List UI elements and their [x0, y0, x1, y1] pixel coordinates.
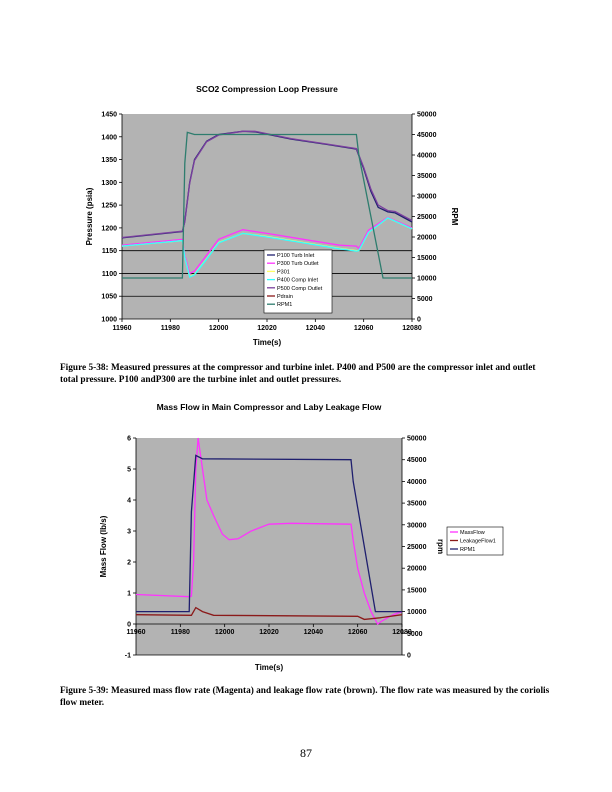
series-p300-turb-outlet	[121, 216, 413, 275]
y-axis-label: Mass Flow (lb/s)	[99, 515, 108, 577]
legend-label: Pdrain	[277, 294, 293, 300]
y-tick-label: 5	[127, 467, 131, 474]
legend-label: RPM1	[277, 302, 292, 308]
y-tick-label: -1	[125, 653, 131, 660]
y-tick-label: 1350	[101, 157, 117, 164]
y-tick-label: 1150	[102, 248, 117, 255]
y2-tick-label: 50000	[407, 436, 427, 443]
y2-tick-label: 15000	[417, 255, 437, 262]
y-tick-label: 1250	[101, 203, 117, 210]
y2-tick-label: 0	[417, 317, 421, 324]
x-tick-label: 12000	[209, 325, 229, 332]
legend-label: LeakageFlow1	[460, 539, 496, 545]
x-tick-label: 12000	[215, 629, 235, 636]
legend-label: P300 Turb Outlet	[277, 261, 319, 267]
y2-tick-label: 10000	[407, 609, 427, 616]
page-number: 87	[300, 746, 312, 760]
y-tick-label: 1300	[101, 180, 117, 187]
plot-area	[136, 438, 402, 655]
x-tick-label: 12080	[402, 325, 422, 332]
legend-label: P400 Comp Inlet	[277, 278, 318, 284]
chart-2: -1 0 1 2 3 4 5 6 0 5000 10000 15000 20000 25000 30000 3…	[99, 402, 504, 672]
y2-tick-label: 15000	[407, 587, 427, 594]
x-tick-label: 12040	[306, 325, 326, 332]
y-tick-label: 1000	[101, 317, 117, 324]
y2-tick-label: 30000	[407, 522, 427, 529]
x-tick-label: 11960	[112, 325, 131, 332]
legend-label: P500 Comp Outlet	[277, 286, 323, 292]
x-tick-label: 12040	[304, 629, 324, 636]
x-tick-label: 12020	[259, 629, 279, 636]
legend-label: RPM1	[460, 547, 475, 553]
x-tick-label: 12080	[392, 629, 412, 636]
y-tick-label: 3	[127, 529, 131, 536]
legend	[263, 249, 333, 314]
y-tick-label: 1	[127, 591, 131, 598]
y2-tick-label: 50000	[417, 112, 437, 119]
x-tick-label: 12020	[257, 325, 277, 332]
y2-tick-label: 20000	[407, 566, 427, 573]
y2-tick-label: 5000	[417, 296, 433, 303]
y2-axis-label: rpm	[436, 539, 445, 554]
x-tick-label: 12060	[348, 629, 368, 636]
legend-label: P301	[277, 269, 290, 275]
chart-1: 1000 1050 1100 1150 1200 1250 1300 1350 1400 1450…	[85, 84, 459, 347]
legend-label: MassFlow	[460, 530, 485, 536]
y2-tick-label: 25000	[417, 214, 437, 221]
y2-tick-label: 20000	[417, 235, 437, 242]
y2-tick-label: 35000	[417, 173, 437, 180]
y-tick-label: 1450	[101, 112, 117, 119]
y-tick-label: 6	[127, 436, 131, 443]
y-tick-label: 4	[127, 498, 131, 505]
x-axis-label: Time(s)	[255, 663, 284, 672]
series-rpm1	[136, 454, 402, 613]
y2-tick-label: 45000	[407, 457, 427, 464]
y2-axis-label: RPM	[450, 208, 459, 226]
series-p400-comp-inlet	[121, 217, 413, 279]
x-tick-label: 11960	[126, 629, 145, 636]
y2-tick-label: 30000	[417, 194, 437, 201]
y2-tick-label: 10000	[417, 276, 437, 283]
series-massflow	[135, 437, 403, 625]
y2-tick-label: 0	[407, 653, 411, 660]
x-tick-label: 11980	[161, 325, 180, 332]
y-tick-label: 0	[127, 622, 131, 629]
y2-tick-label: 45000	[417, 132, 437, 139]
y-tick-label: 1050	[101, 294, 117, 301]
series-leakageflow1	[135, 606, 403, 621]
y-axis-label: Pressure (psia)	[85, 187, 94, 245]
chart-title: Mass Flow in Main Compressor and Laby Le…	[157, 402, 382, 412]
x-tick-label: 12060	[354, 325, 374, 332]
y-tick-label: 1100	[102, 271, 117, 278]
series-rpm1	[122, 131, 412, 279]
x-axis-label: Time(s)	[253, 338, 282, 347]
x-tick-label: 11980	[171, 629, 190, 636]
y2-tick-label: 40000	[407, 479, 427, 486]
y-tick-label: 2	[127, 560, 131, 567]
y-tick-label: 1200	[101, 225, 117, 232]
y2-tick-label: 35000	[407, 501, 427, 508]
legend-label: P100 Turb Inlet	[277, 253, 315, 259]
chart-title: SCO2 Compression Loop Pressure	[196, 84, 338, 94]
figure-5-39-caption: Figure 5-39: Measured mass flow rate (Ma…	[60, 686, 550, 708]
y-tick-label: 1400	[101, 134, 117, 141]
y2-tick-label: 40000	[417, 153, 437, 160]
y2-tick-label: 5000	[407, 631, 423, 638]
y2-tick-label: 25000	[407, 544, 427, 551]
figure-5-38-caption: Figure 5-38: Measured pressures at the c…	[60, 363, 536, 385]
